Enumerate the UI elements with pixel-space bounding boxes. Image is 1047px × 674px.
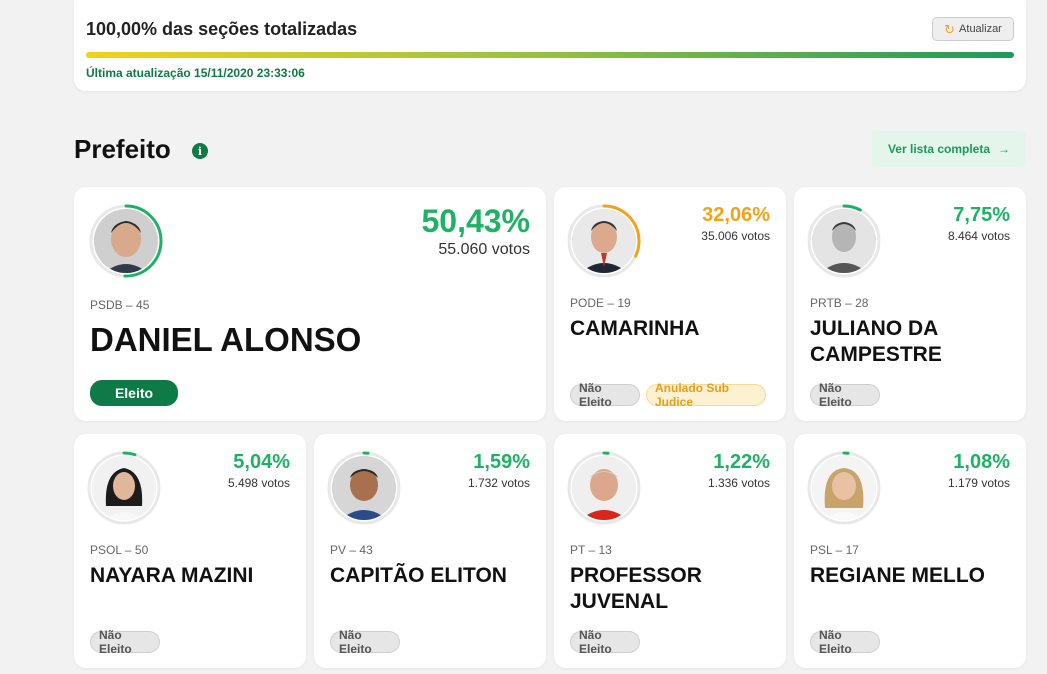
vote-share-ring: [327, 451, 401, 525]
candidate-photo: [94, 209, 158, 273]
vote-share-ring: [89, 204, 163, 278]
totalization-progress-fill: [86, 52, 1014, 58]
candidate-avatar-ring: [806, 450, 882, 526]
candidate-avatar-ring: [806, 203, 882, 279]
status-badge-not-elected: Não Eleito: [810, 381, 880, 409]
status-badge-not-elected: Não Eleito: [90, 628, 160, 656]
vote-percentage: 50,43%: [421, 203, 530, 239]
candidate-name: CAPITÃO ELITON: [330, 564, 507, 587]
candidate-name: JULIANO DA CAMPESTRE: [810, 317, 942, 367]
info-icon[interactable]: i: [192, 143, 208, 159]
candidate-avatar-ring: [86, 450, 162, 526]
candidate-avatar-ring: [326, 450, 402, 526]
candidate-card-3[interactable]: 7,75% 8.464 votos PRTB – 28 JULIANO DA C…: [794, 187, 1026, 421]
candidate-name: NAYARA MAZINI: [90, 564, 254, 587]
last-update-text: Última atualização 15/11/2020 23:33:06: [86, 66, 305, 80]
vote-percentage: 1,08%: [953, 451, 1010, 473]
candidate-photo: [92, 456, 156, 520]
vote-percentage: 1,22%: [713, 451, 770, 473]
full-list-label: Ver lista completa: [887, 142, 991, 156]
status-badge-not-elected: Não Eleito: [570, 628, 640, 656]
section-title: Prefeito: [74, 134, 171, 164]
candidate-photo: [572, 209, 636, 273]
totalization-title: 100,00% das seções totalizadas: [86, 19, 358, 39]
status-badge-sub-judice: Anulado Sub Judice: [646, 381, 766, 409]
party-number: PV – 43: [330, 543, 373, 557]
candidate-photo: [332, 456, 396, 520]
refresh-button[interactable]: ↻ Atualizar: [932, 17, 1014, 41]
candidate-avatar-ring: [566, 203, 642, 279]
refresh-label: Atualizar: [959, 23, 1002, 35]
status-badge-elected: Eleito: [90, 380, 178, 406]
vote-count: 1.732 votos: [467, 476, 530, 490]
full-list-button[interactable]: Ver lista completa →: [872, 131, 1026, 167]
vote-share-ring: [807, 451, 881, 525]
vote-share-ring: [807, 204, 881, 278]
vote-count: 1.336 votos: [707, 476, 770, 490]
vote-percentage: 5,04%: [233, 451, 290, 473]
candidate-name: CAMARINHA: [570, 317, 700, 340]
vote-share-ring: [567, 204, 641, 278]
party-number: PODE – 19: [570, 296, 631, 310]
refresh-icon: ↻: [944, 21, 956, 37]
candidate-photo: [812, 456, 876, 520]
totalization-progress-bar: [86, 52, 1014, 58]
vote-percentage: 1,59%: [473, 451, 530, 473]
vote-count: 1.179 votos: [947, 476, 1010, 490]
candidate-name: PROFESSOR JUVENAL: [570, 564, 702, 614]
party-number: PSL – 17: [810, 543, 859, 557]
candidate-card-7[interactable]: 1,08% 1.179 votos PSL – 17 REGIANE MELLO…: [794, 434, 1026, 668]
candidate-name: DANIEL ALONSO: [90, 321, 362, 358]
vote-percentage: 32,06%: [702, 204, 770, 226]
candidate-card-6[interactable]: 1,22% 1.336 votos PT – 13 PROFESSOR JUVE…: [554, 434, 786, 668]
vote-count: 35.006 votos: [701, 229, 770, 243]
vote-share-ring: [567, 451, 641, 525]
vote-share-ring: [87, 451, 161, 525]
vote-count: 8.464 votos: [947, 229, 1010, 243]
totalization-card: 100,00% das seções totalizadas ↻ Atualiz…: [74, 0, 1026, 91]
candidate-card-4[interactable]: 5,04% 5.498 votos PSOL – 50 NAYARA MAZIN…: [74, 434, 306, 668]
candidate-photo: [812, 209, 876, 273]
candidate-photo: [572, 456, 636, 520]
candidate-name: REGIANE MELLO: [810, 564, 986, 587]
candidate-avatar-ring: [566, 450, 642, 526]
party-number: PSOL – 50: [90, 543, 149, 557]
status-badge-not-elected: Não Eleito: [810, 628, 880, 656]
candidate-card-2[interactable]: 32,06% 35.006 votos PODE – 19 CAMARINHA …: [554, 187, 786, 421]
vote-percentage: 7,75%: [953, 204, 1010, 226]
status-badge-not-elected: Não Eleito: [330, 628, 400, 656]
party-number: PSDB – 45: [90, 298, 150, 312]
party-number: PRTB – 28: [810, 296, 869, 310]
vote-count: 55.060 votos: [438, 241, 530, 258]
candidate-card-1[interactable]: 50,43% 55.060 votos PSDB – 45 DANIEL ALO…: [74, 187, 546, 421]
candidate-card-5[interactable]: 1,59% 1.732 votos PV – 43 CAPITÃO ELITON…: [314, 434, 546, 668]
status-badge-not-elected: Não Eleito: [570, 381, 640, 409]
vote-count: 5.498 votos: [227, 476, 290, 490]
party-number: PT – 13: [570, 543, 612, 557]
arrow-right-icon: →: [998, 142, 1011, 156]
candidate-avatar-ring: [88, 203, 164, 279]
